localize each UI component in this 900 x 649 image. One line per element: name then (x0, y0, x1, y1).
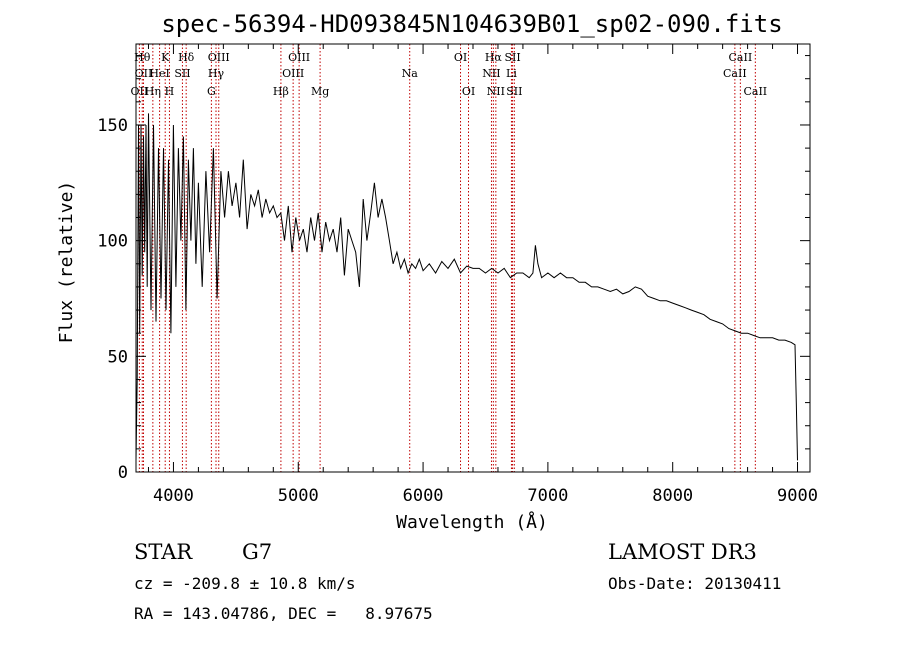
line-label-3: Hη (145, 85, 161, 98)
line-label-27: CaII (743, 85, 767, 98)
observation-date: Obs-Date: 20130411 (608, 574, 781, 593)
x-axis-ticks: 4000 5000 6000 7000 8000 9000 (147, 44, 818, 506)
y-axis-label: Flux (relative) (56, 181, 77, 344)
line-label-14: Hβ (273, 85, 289, 98)
line-label-26: CaII (729, 51, 753, 64)
object-type: STAR (134, 540, 193, 564)
line-label-0: OII (131, 85, 149, 98)
chart-title: spec-56394-HD093845N104639B01_sp02-090.f… (161, 10, 782, 38)
y-tick-label-2: 100 (97, 232, 128, 252)
line-label-23: Li (506, 67, 517, 80)
sky-coordinates: RA = 143.04786, DEC = 8.97675 (134, 604, 433, 623)
line-label-12: OIII (288, 51, 310, 64)
line-label-1: Hθ (134, 51, 151, 64)
x-tick-label-5: 9000 (777, 486, 818, 506)
line-label-13: OIII (282, 67, 304, 80)
line-label-18: OI (462, 85, 475, 98)
y-tick-label-3: 150 (97, 116, 128, 136)
line-label-16: Na (402, 67, 419, 80)
y-tick-label-1: 50 (108, 347, 128, 367)
line-label-4: HeI (149, 67, 169, 80)
line-label-2: OII (135, 67, 153, 80)
spectral-line-markers (138, 44, 756, 472)
redshift-velocity: cz = -209.8 ± 10.8 km/s (134, 574, 356, 593)
y-tick-label-0: 0 (118, 463, 128, 483)
line-label-21: NII (487, 85, 505, 98)
line-label-8: Hδ (178, 51, 195, 64)
x-axis-label: Wavelength (Å) (396, 511, 548, 533)
line-label-6: SII (174, 67, 190, 80)
line-label-5: K (161, 51, 170, 64)
line-label-7: H (165, 85, 175, 98)
series-line-0 (135, 113, 798, 461)
line-label-20: NII (482, 67, 500, 80)
line-label-19: Hα (485, 51, 503, 64)
line-label-22: SII (504, 51, 520, 64)
x-tick-label-1: 5000 (278, 486, 319, 506)
line-label-11: G (207, 85, 216, 98)
y-axis-ticks: 0 50 100 150 (97, 55, 810, 483)
line-label-25: CaII (723, 67, 747, 80)
line-label-15: Mg (311, 85, 329, 98)
x-tick-label-2: 6000 (403, 486, 444, 506)
line-label-10: Hγ (208, 67, 225, 80)
spectrum-series (135, 113, 798, 461)
survey-name: LAMOST DR3 (608, 540, 757, 564)
line-label-9: OIII (208, 51, 230, 64)
x-tick-label-4: 8000 (652, 486, 693, 506)
line-label-24: SII (506, 85, 522, 98)
x-tick-label-0: 4000 (153, 486, 194, 506)
x-tick-label-3: 7000 (527, 486, 568, 506)
plot-frame (135, 43, 811, 473)
spectral-subclass: G7 (242, 540, 272, 564)
line-label-17: OI (454, 51, 467, 64)
